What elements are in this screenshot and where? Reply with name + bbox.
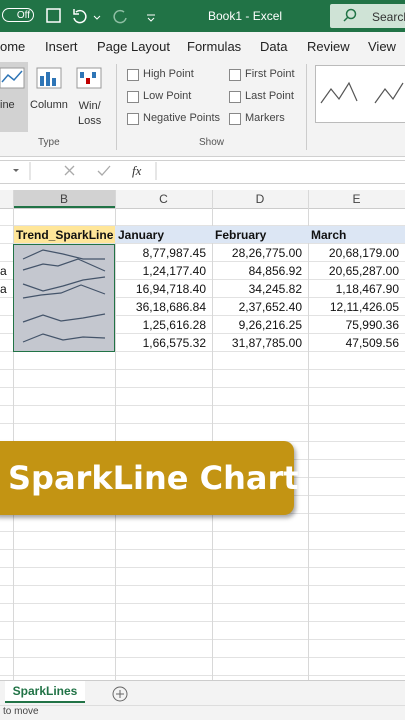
checkbox[interactable]: Negative Points [127,112,220,125]
data-cell[interactable]: 28,26,775.00 [231,246,302,260]
data-cell[interactable]: 75,990.36 [345,318,399,332]
data-cell[interactable]: 84,856.92 [248,264,302,278]
style-gallery[interactable] [315,65,405,123]
separator [306,64,307,150]
header-cell[interactable]: March [311,228,347,242]
data-cell[interactable]: 9,26,216.25 [238,318,302,332]
column-letter[interactable]: D [255,192,265,206]
row-label-cut[interactable]: a [0,264,7,278]
checkbox[interactable]: Low Point [127,90,191,103]
group-label: Show [199,137,225,148]
data-cell[interactable]: 1,25,616.28 [142,318,206,332]
group-label: Type [38,137,60,148]
data-cell[interactable]: 16,94,718.40 [135,282,206,296]
row-label-cut[interactable]: a [0,282,7,296]
data-cell[interactable]: 47,509.56 [345,336,399,350]
data-cell[interactable]: 1,24,177.40 [142,264,206,278]
type-button-label[interactable]: ine [0,99,15,111]
formula-icons [13,162,157,180]
type-icons [0,67,102,89]
data-cell[interactable]: 20,65,287.00 [328,264,399,278]
col-line [212,190,213,680]
data-cell[interactable]: 8,77,987.45 [142,246,206,260]
banner-text: SparkLine Chart [8,459,299,497]
ribbon-tab[interactable]: Page Layout [97,39,171,54]
sparkline-range[interactable] [13,244,115,352]
col-line [308,190,309,680]
data-cell[interactable]: 36,18,686.84 [135,300,206,314]
window-title: Book1 - Excel [208,9,283,23]
separator [116,64,117,150]
fx-label[interactable]: fx [132,163,142,178]
type-button-label[interactable]: Win/ Loss [78,100,102,127]
column-header-selected [13,190,115,208]
checkbox[interactable]: Last Point [229,90,294,103]
column-letter[interactable]: C [159,192,168,206]
header-fill-yellow [14,226,115,243]
status-bar [0,705,405,720]
sparklines [22,249,106,343]
column-letter[interactable]: E [352,192,361,206]
autosave-toggle[interactable]: Off [2,8,34,22]
ribbon-tab[interactable]: Insert [45,39,78,54]
data-cell[interactable]: 1,18,467.90 [335,282,399,296]
status-text: to move [3,706,39,717]
header-cell[interactable]: Trend_SparkLine [16,228,114,242]
data-cell[interactable]: 2,37,652.40 [238,300,302,314]
checkbox[interactable]: First Point [229,68,295,81]
add-sheet[interactable] [111,685,129,703]
quick-access-icons [46,8,155,24]
ribbon-tab[interactable]: ome [0,39,26,54]
search-box[interactable] [330,4,405,28]
header-cell[interactable]: February [215,228,267,242]
data-cell[interactable]: 34,245.82 [248,282,302,296]
col-line [13,190,14,680]
column-letter[interactable]: B [59,192,68,206]
checkbox[interactable]: High Point [127,68,194,81]
checkbox[interactable]: Markers [229,112,285,125]
search-text: Search [372,10,405,24]
data-cell[interactable]: 1,66,575.32 [142,336,206,350]
sheet-tab[interactable]: SparkLines [5,681,85,703]
search-icon [343,8,357,22]
header-cell[interactable]: January [118,228,165,242]
ribbon-tab[interactable]: Data [260,39,288,54]
ribbon-tab[interactable]: View [368,39,396,54]
data-cell[interactable]: 31,87,785.00 [231,336,302,350]
data-cell[interactable]: 12,11,426.05 [329,300,399,314]
ribbon-tab[interactable]: Formulas [187,39,242,54]
data-cell[interactable]: 20,68,179.00 [328,246,399,260]
ribbon-tab[interactable]: Review [307,39,350,54]
col-line [115,190,116,680]
banner [0,441,294,515]
type-button-label[interactable]: Column [30,99,68,111]
